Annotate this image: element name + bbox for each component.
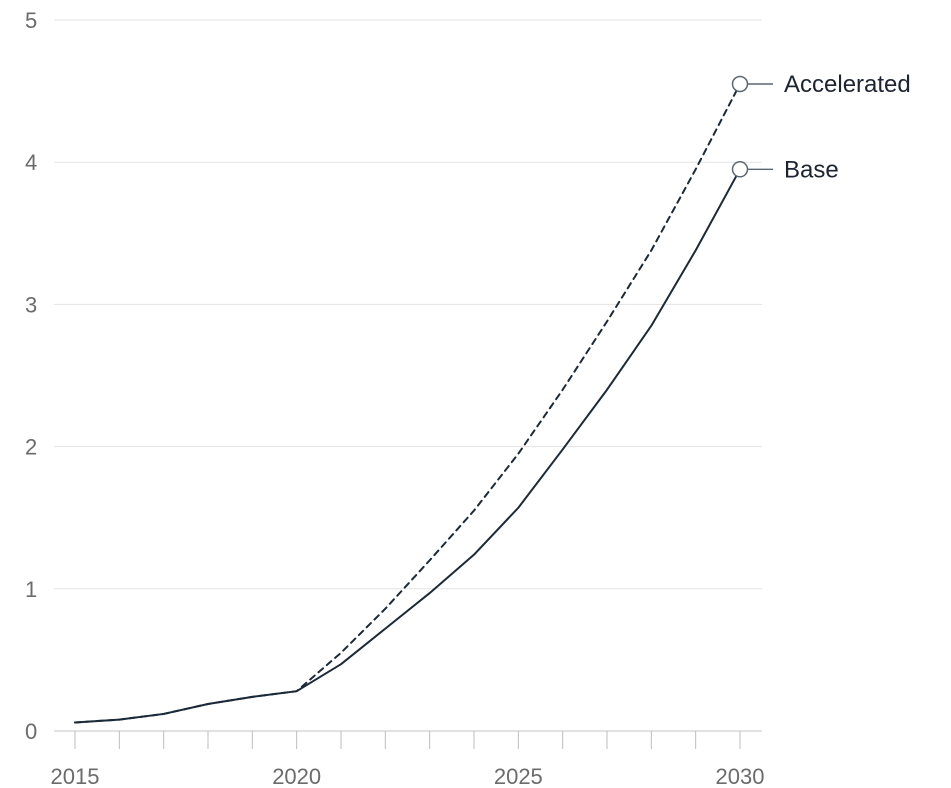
- series-line-base: [74, 168, 741, 724]
- y-tick-label: 5: [25, 8, 37, 33]
- x-tick-label: 2030: [716, 764, 765, 788]
- y-tick-label: 4: [25, 150, 37, 175]
- x-tick-label: 2025: [494, 764, 543, 788]
- x-tick-label: 2015: [51, 764, 100, 788]
- y-axis-tick-labels: 0 1 2 3 4 5: [25, 8, 37, 744]
- endpoint-marker-base: [731, 161, 749, 178]
- endpoint-marker-accelerated: [731, 75, 749, 93]
- y-tick-label: 1: [25, 577, 37, 602]
- y-tick-label: 3: [25, 292, 37, 317]
- x-tick-label: 2020: [272, 764, 321, 788]
- x-axis: [54, 730, 762, 749]
- series-label-base: Base: [784, 156, 839, 183]
- series-labels: Accelerated Base: [731, 71, 911, 183]
- series-lines: [74, 82, 741, 724]
- grid-lines: [54, 19, 762, 590]
- x-axis-tick-labels: 2015 2020 2025 2030: [51, 764, 765, 788]
- y-tick-label: 0: [25, 719, 37, 744]
- series-label-accelerated: Accelerated: [784, 71, 911, 98]
- y-tick-label: 2: [25, 435, 37, 460]
- series-line-accelerated: [74, 82, 741, 724]
